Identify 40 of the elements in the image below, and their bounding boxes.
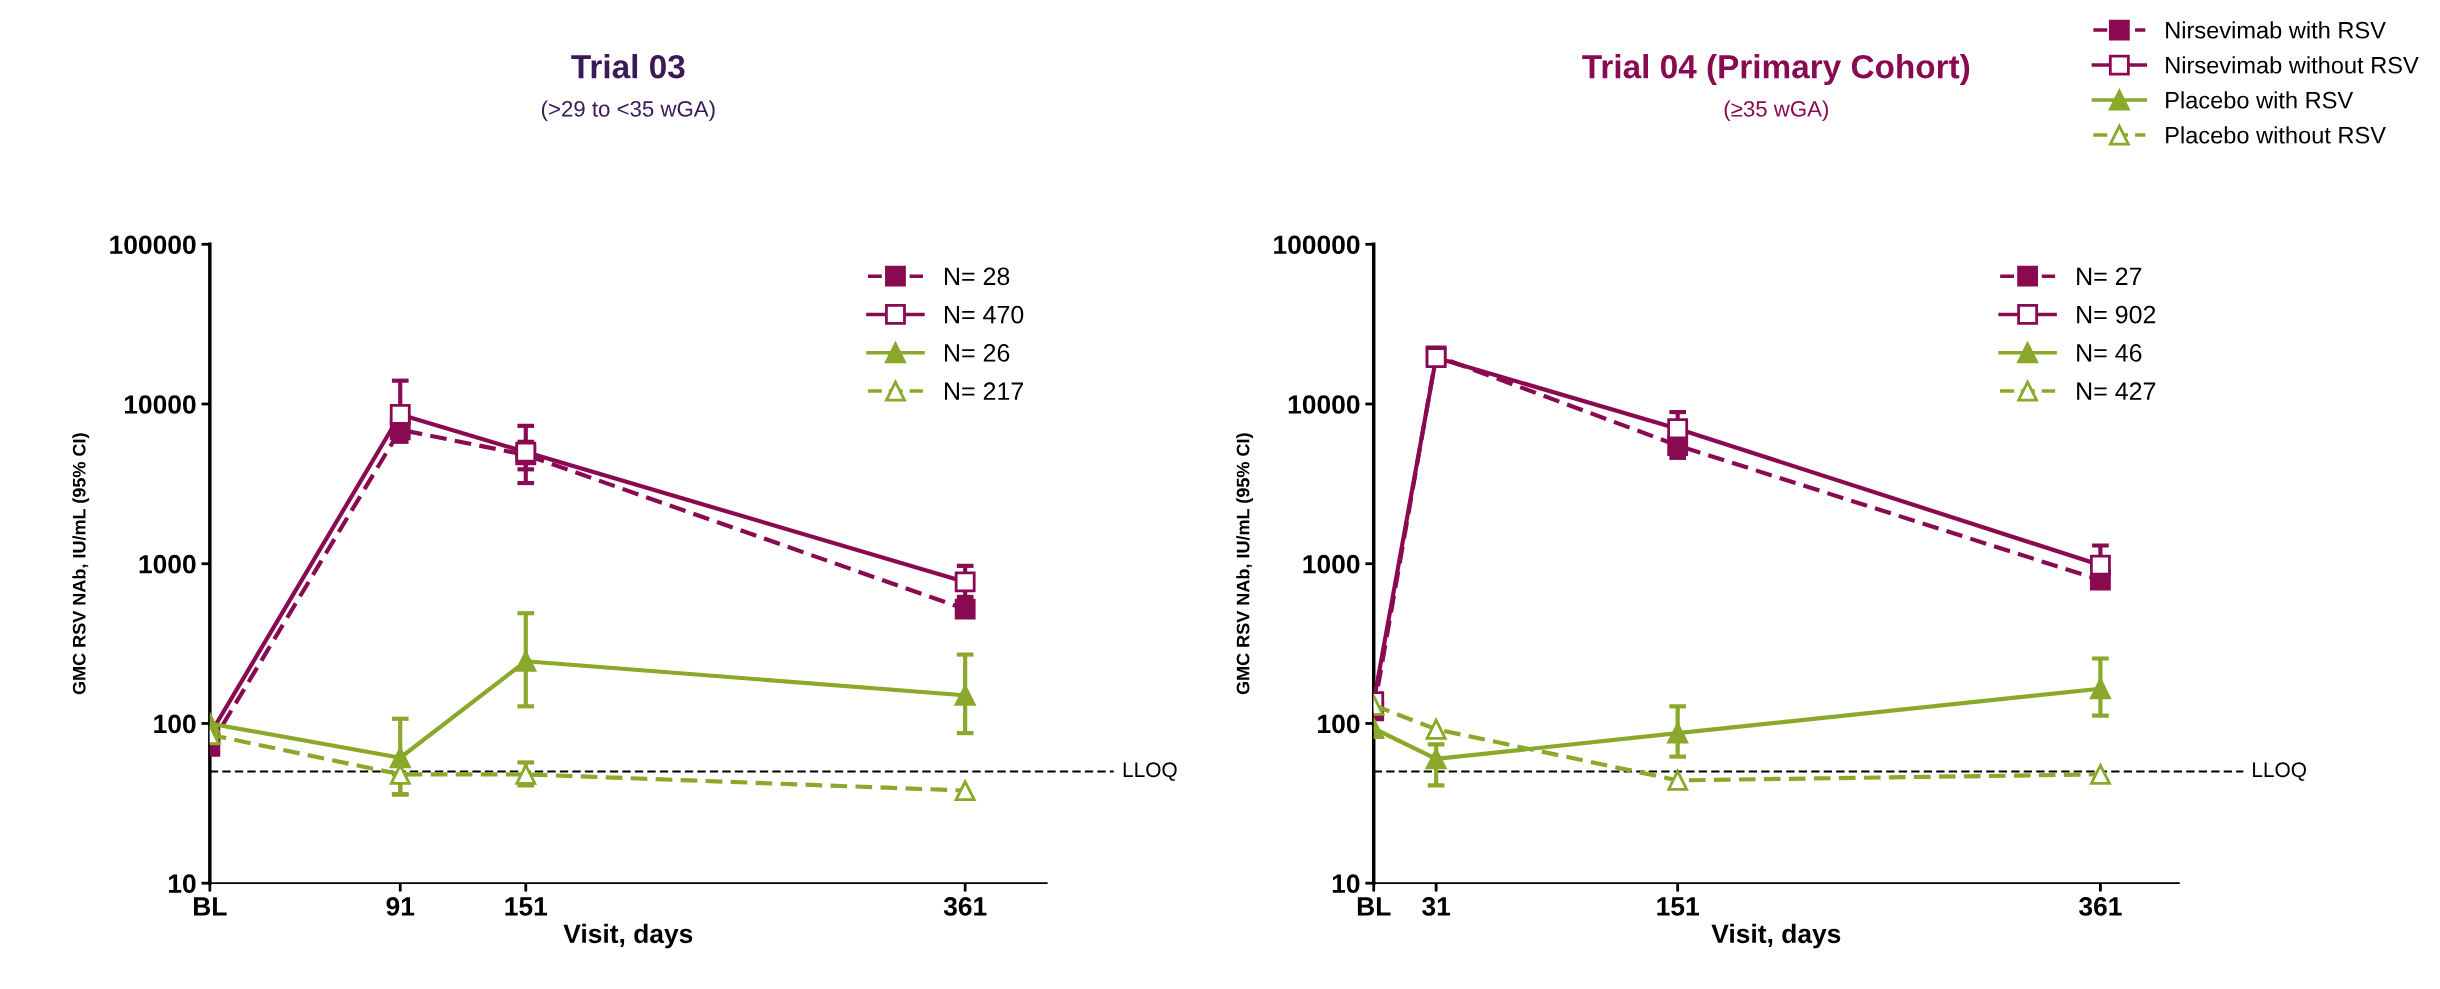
y-tick-label: 10 <box>168 874 196 893</box>
x-tick-label: 151 <box>505 897 548 916</box>
y-tick-label: 1000 <box>139 554 196 574</box>
legend-label: N= 470 <box>945 305 1024 324</box>
chart-title: Trial 03 <box>571 54 685 79</box>
ref-line-label: LLOQ <box>2253 762 2306 781</box>
y-tick-label: 100 <box>1318 714 1360 734</box>
x-tick-label: 361 <box>2079 897 2122 916</box>
text: Nirsevimab with RSV <box>2166 21 2386 39</box>
legend-label: N= 902 <box>2077 305 2156 324</box>
y-tick-label: 10000 <box>124 395 196 414</box>
y-tick-label: 100000 <box>110 235 196 255</box>
x-tick-label: BL <box>1357 897 1391 916</box>
text: Nirsevimab without RSV <box>2166 56 2419 74</box>
y-axis-title: GMC RSV NAb, IU/mL (95% CI) <box>1236 433 1254 695</box>
y-tick-label: 1000 <box>1303 554 1360 574</box>
x-tick-label: 151 <box>1657 897 1699 916</box>
y-tick-label: 100000 <box>1274 235 1360 255</box>
legend-label: N= 26 <box>945 344 1010 362</box>
ref-line-label: LLOQ <box>1123 762 1177 781</box>
x-axis-title: Visit, days <box>1711 923 1841 949</box>
y-tick-label: 10 <box>1332 874 1360 893</box>
x-tick-label: 91 <box>386 897 415 916</box>
legend-label: N= 27 <box>2077 267 2142 285</box>
x-axis-title: Visit, days <box>563 923 693 949</box>
chart-subtitle: (>29 to <35 wGA) <box>541 100 715 122</box>
x-tick-label: 31 <box>1422 897 1451 916</box>
x-tick-label: BL <box>194 897 227 916</box>
legend-label: N= 28 <box>945 267 1010 286</box>
y-tick-label: 100 <box>154 714 196 734</box>
legend-label: N= 217 <box>945 382 1024 400</box>
text: Placebo without RSV <box>2166 126 2386 144</box>
x-tick-label: 361 <box>943 897 987 916</box>
chart-subtitle: (≥35 wGA) <box>1724 100 1828 122</box>
legend-label: N= 46 <box>2077 344 2142 362</box>
legend-label: N= 427 <box>2077 382 2156 400</box>
text: Placebo with RSV <box>2166 91 2354 109</box>
y-axis-title: GMC RSV NAb, IU/mL (95% CI) <box>72 433 90 695</box>
chart-title: Trial 04 (Primary Cohort) <box>1582 54 1970 86</box>
y-tick-label: 10000 <box>1288 395 1360 414</box>
